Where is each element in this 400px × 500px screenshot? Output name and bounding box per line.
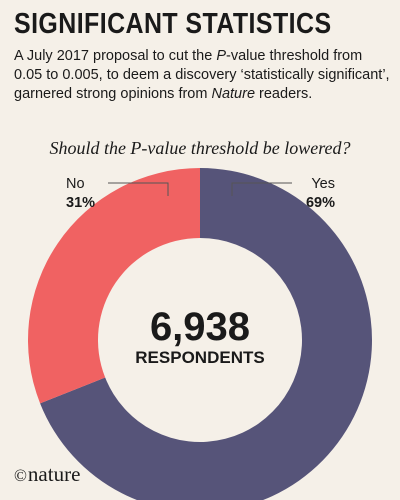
logo-wordmark: nature [28, 462, 80, 487]
slice-value-no: 31% [66, 195, 95, 211]
nature-logo: © nature [14, 462, 80, 487]
slice-value-yes: 69% [306, 195, 335, 211]
slice-label-yes: Yes [311, 176, 335, 192]
respondents-count: 6,938 [150, 305, 250, 349]
respondents-label: RESPONDENTS [135, 348, 264, 367]
copyright-symbol: © [14, 466, 27, 486]
slice-no [28, 168, 200, 403]
slice-label-no: No [66, 176, 85, 192]
